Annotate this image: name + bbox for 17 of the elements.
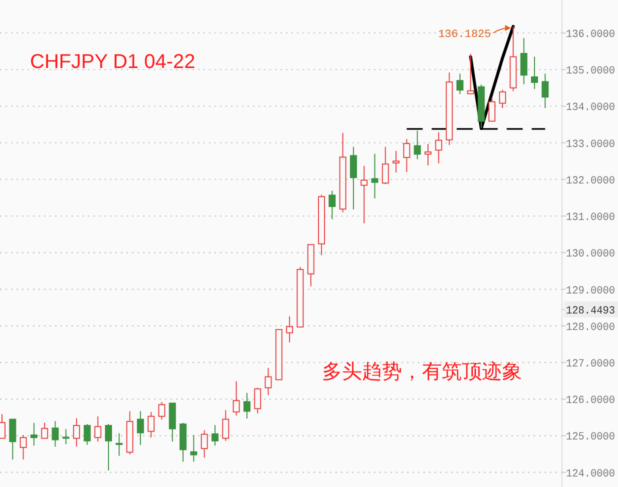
y-tick-label: 132.0000 bbox=[566, 175, 618, 188]
y-tick-label: 136.0000 bbox=[566, 28, 618, 41]
y-tick-label: 125.0000 bbox=[566, 432, 618, 444]
y-tick-label: 124.0000 bbox=[566, 468, 618, 480]
y-tick-label: 128.4493 bbox=[566, 305, 618, 318]
annotation: 136.1825 bbox=[438, 29, 491, 41]
y-tick-label: 134.0000 bbox=[566, 102, 618, 114]
y-tick-label: 133.0000 bbox=[566, 138, 618, 151]
y-tick-label: 126.0000 bbox=[566, 395, 618, 408]
y-tick-label: 127.0000 bbox=[566, 358, 618, 371]
annotation: 多头趋势，有筑顶迹象 bbox=[322, 359, 522, 383]
y-tick-label: 131.0000 bbox=[566, 212, 618, 224]
text: CHFJPY D1 04-22 bbox=[30, 51, 196, 73]
y-tick-label: 129.0000 bbox=[566, 285, 618, 298]
y-tick-label: 128.0000 bbox=[566, 322, 618, 334]
y-tick-label: 130.0000 bbox=[566, 248, 618, 261]
y-tick-label: 135.0000 bbox=[566, 66, 618, 78]
